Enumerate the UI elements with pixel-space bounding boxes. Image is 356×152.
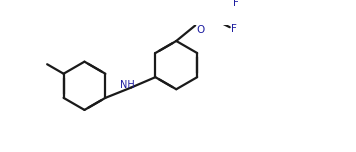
Text: NH: NH [120, 80, 135, 90]
Text: F: F [233, 0, 239, 8]
Text: F: F [231, 24, 237, 34]
Text: O: O [196, 25, 204, 35]
